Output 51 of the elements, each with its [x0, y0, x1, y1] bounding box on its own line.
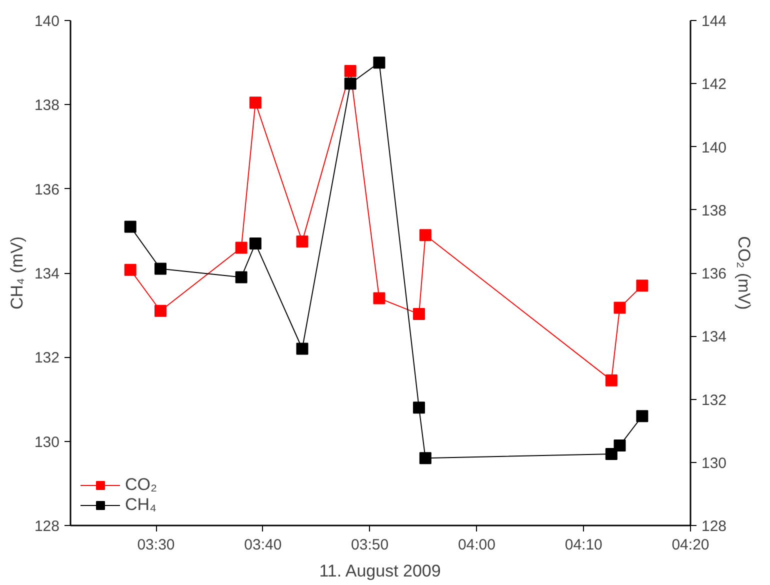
- y2-tick-label: 130: [702, 454, 727, 472]
- point: [124, 220, 136, 233]
- point: [614, 440, 626, 452]
- y2-tick-label: 144: [702, 13, 727, 30]
- point: [419, 452, 432, 464]
- x-tick-label: 04:10: [564, 536, 602, 554]
- point: [154, 304, 166, 317]
- x-tick-label: 03:40: [244, 536, 282, 554]
- point: [235, 242, 248, 254]
- y-tick-label: 128: [34, 518, 60, 535]
- point: [412, 402, 425, 414]
- y2-axis-title: CO₂ (mV): [734, 236, 754, 310]
- x-tick-label: 03:30: [137, 536, 175, 554]
- y-tick-label: 140: [34, 13, 60, 30]
- point: [614, 302, 626, 314]
- y2-tick-label: 140: [702, 139, 727, 156]
- point: [344, 65, 356, 77]
- y-tick-label: 138: [34, 97, 60, 114]
- x-tick-label: 04:00: [458, 536, 496, 554]
- point: [373, 292, 386, 304]
- point: [124, 264, 136, 276]
- point: [605, 448, 618, 460]
- x-tick-label: 03:50: [351, 536, 389, 554]
- point: [249, 238, 262, 250]
- point: [249, 96, 262, 109]
- y-tick-label: 134: [34, 266, 60, 282]
- x-axis-title: 11. August 2009: [319, 562, 441, 580]
- point: [344, 78, 356, 90]
- point: [296, 235, 308, 248]
- legend-label: CH₄: [125, 495, 156, 515]
- y-axis-title: CH₄ (mV): [7, 236, 26, 310]
- y2-tick-label: 136: [702, 266, 727, 282]
- y-tick-label: 130: [34, 434, 60, 451]
- y2-tick-label: 132: [702, 392, 727, 409]
- point: [636, 410, 648, 422]
- y2-tick-label: 128: [702, 518, 727, 535]
- point: [235, 271, 248, 284]
- point: [412, 308, 425, 320]
- y2-tick-label: 134: [702, 328, 727, 346]
- y-tick-label: 136: [34, 181, 60, 198]
- y2-tick-label: 138: [702, 202, 727, 220]
- legend-label: CO₂: [125, 475, 158, 495]
- point: [154, 262, 166, 275]
- y-tick-label: 132: [34, 350, 60, 367]
- x-tick-label: 04:20: [672, 536, 710, 554]
- y2-tick-label: 142: [702, 76, 727, 94]
- point: [373, 56, 386, 69]
- point: [605, 374, 618, 386]
- point: [636, 280, 648, 292]
- point: [419, 229, 432, 242]
- point: [296, 342, 308, 355]
